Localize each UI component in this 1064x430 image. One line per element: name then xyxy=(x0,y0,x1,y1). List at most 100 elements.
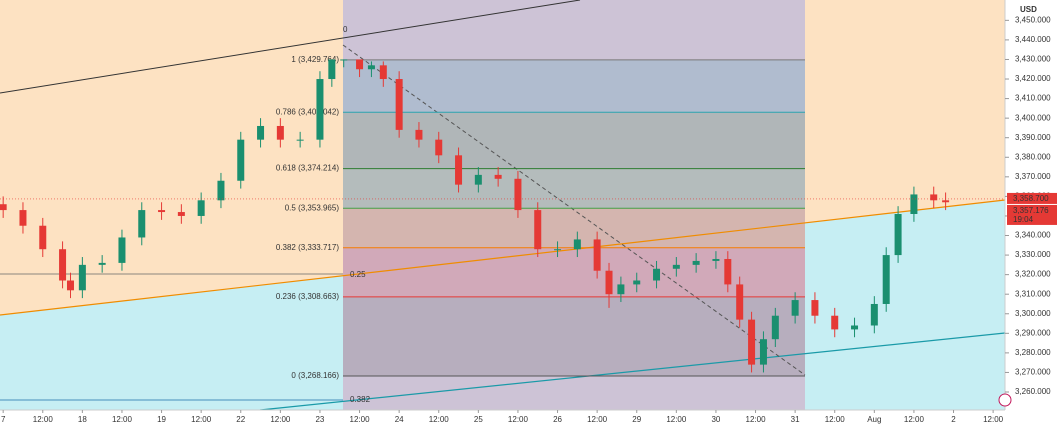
fib-label: 0.786 (3,403.042) xyxy=(276,107,339,116)
fib-label: 0.5 (3,353.965) xyxy=(285,203,340,212)
replay-icon[interactable] xyxy=(998,393,1012,407)
last-price-tag xyxy=(1007,192,1057,204)
y-tick-label: 3,280.000 xyxy=(1015,348,1051,357)
current-price-label: 3,357.176 xyxy=(1013,206,1049,215)
candle-body xyxy=(605,270,613,295)
candle-body xyxy=(910,194,918,214)
candle-body xyxy=(328,59,336,80)
x-tick-label: 25 xyxy=(474,415,483,424)
candle-body xyxy=(930,194,938,201)
candle-body xyxy=(573,239,581,250)
fib-zone xyxy=(343,112,805,169)
fib-zones xyxy=(343,59,805,377)
x-tick-label: 12:00 xyxy=(112,415,133,424)
candle-body xyxy=(177,212,185,216)
x-tick-label: 12:00 xyxy=(350,415,371,424)
candle-body xyxy=(942,200,950,203)
x-tick-label: 12:00 xyxy=(983,415,1004,424)
x-tick-label: 30 xyxy=(711,415,720,424)
x-tick-label: 2 xyxy=(951,415,956,424)
x-tick-label: 12:00 xyxy=(508,415,529,424)
y-tick-label: 3,300.000 xyxy=(1015,309,1051,318)
y-tick-label: 3,390.000 xyxy=(1015,133,1051,142)
candle-body xyxy=(851,325,859,330)
last-price-label: 3,358.700 xyxy=(1013,194,1049,203)
candle-body xyxy=(494,174,502,179)
x-tick-label: 12:00 xyxy=(666,415,687,424)
candle-body xyxy=(672,264,680,269)
candle-body xyxy=(66,280,74,291)
candle-body xyxy=(395,79,403,130)
candle-body xyxy=(276,125,284,140)
candle-body xyxy=(435,139,443,156)
x-tick-label: 31 xyxy=(791,415,800,424)
x-tick-label: 12:00 xyxy=(270,415,291,424)
x-tick-label: 22 xyxy=(236,415,245,424)
y-tick-label: 3,440.000 xyxy=(1015,35,1051,44)
candle-body xyxy=(736,284,744,320)
x-tick-label: 29 xyxy=(632,415,641,424)
candle-body xyxy=(870,303,878,326)
fib-trend xyxy=(342,44,806,376)
candle-body xyxy=(78,264,86,291)
x-tick-label: 18 xyxy=(78,415,87,424)
candle-body xyxy=(158,210,166,213)
candle-body xyxy=(138,210,146,238)
candle-body xyxy=(39,225,47,250)
y-tick-label: 3,340.000 xyxy=(1015,231,1051,240)
x-tick-label: 19 xyxy=(157,415,166,424)
y-tick-label: 3,410.000 xyxy=(1015,94,1051,103)
candle-body xyxy=(197,200,205,216)
y-tick-label: 3,270.000 xyxy=(1015,368,1051,377)
annotation: 0.382 xyxy=(350,395,371,404)
x-tick-label: 12:00 xyxy=(746,415,767,424)
x-tick-label: 12:00 xyxy=(904,415,925,424)
candle-body xyxy=(340,59,348,61)
candle-body xyxy=(474,174,482,185)
candle-body xyxy=(379,65,387,80)
candle-body xyxy=(118,237,126,263)
candle-body xyxy=(831,315,839,330)
candle-body xyxy=(455,155,463,185)
candle-body xyxy=(59,249,67,281)
candle-body xyxy=(554,249,562,251)
x-tick-label: Aug xyxy=(867,415,881,424)
candle-body xyxy=(217,180,225,201)
candle-body xyxy=(617,284,625,295)
x-tick-label: 12:00 xyxy=(587,415,608,424)
currency: USD xyxy=(1020,5,1037,14)
x-tick-label: 12:00 xyxy=(33,415,54,424)
candle-body xyxy=(748,319,756,365)
candle-body xyxy=(0,204,7,211)
candle-body xyxy=(257,125,265,140)
fib-zone xyxy=(343,296,805,377)
x-tick-label: 12:00 xyxy=(191,415,212,424)
candle-body xyxy=(19,210,27,226)
y-tick-label: 3,310.000 xyxy=(1015,289,1051,298)
y-tick-label: 3,260.000 xyxy=(1015,387,1051,396)
x-axis-area xyxy=(0,410,1005,430)
x-tick-label: 7 xyxy=(1,415,6,424)
y-tick-label: 3,320.000 xyxy=(1015,270,1051,279)
countdown: 19:04 xyxy=(1013,215,1034,224)
candle-body xyxy=(296,139,304,141)
candle-body xyxy=(882,255,890,304)
fib-label: 0.236 (3,308.663) xyxy=(276,292,339,301)
fib-label: 0.382 (3,333.717) xyxy=(276,243,339,252)
y-tick-label: 3,400.000 xyxy=(1015,113,1051,122)
candle-body xyxy=(653,268,661,281)
x-tick-label: 23 xyxy=(315,415,324,424)
candle-body xyxy=(811,300,819,316)
fib-area xyxy=(343,0,805,410)
fib-zone xyxy=(343,247,805,297)
candle-body xyxy=(237,139,245,181)
x-tick-label: 12:00 xyxy=(825,415,846,424)
y-tick-label: 3,420.000 xyxy=(1015,74,1051,83)
fib-label: 0 (3,268.166) xyxy=(291,371,339,380)
candle-body xyxy=(633,280,641,285)
x-tick-label: 24 xyxy=(395,415,404,424)
y-tick-label: 3,370.000 xyxy=(1015,172,1051,181)
candle-body xyxy=(356,59,364,70)
